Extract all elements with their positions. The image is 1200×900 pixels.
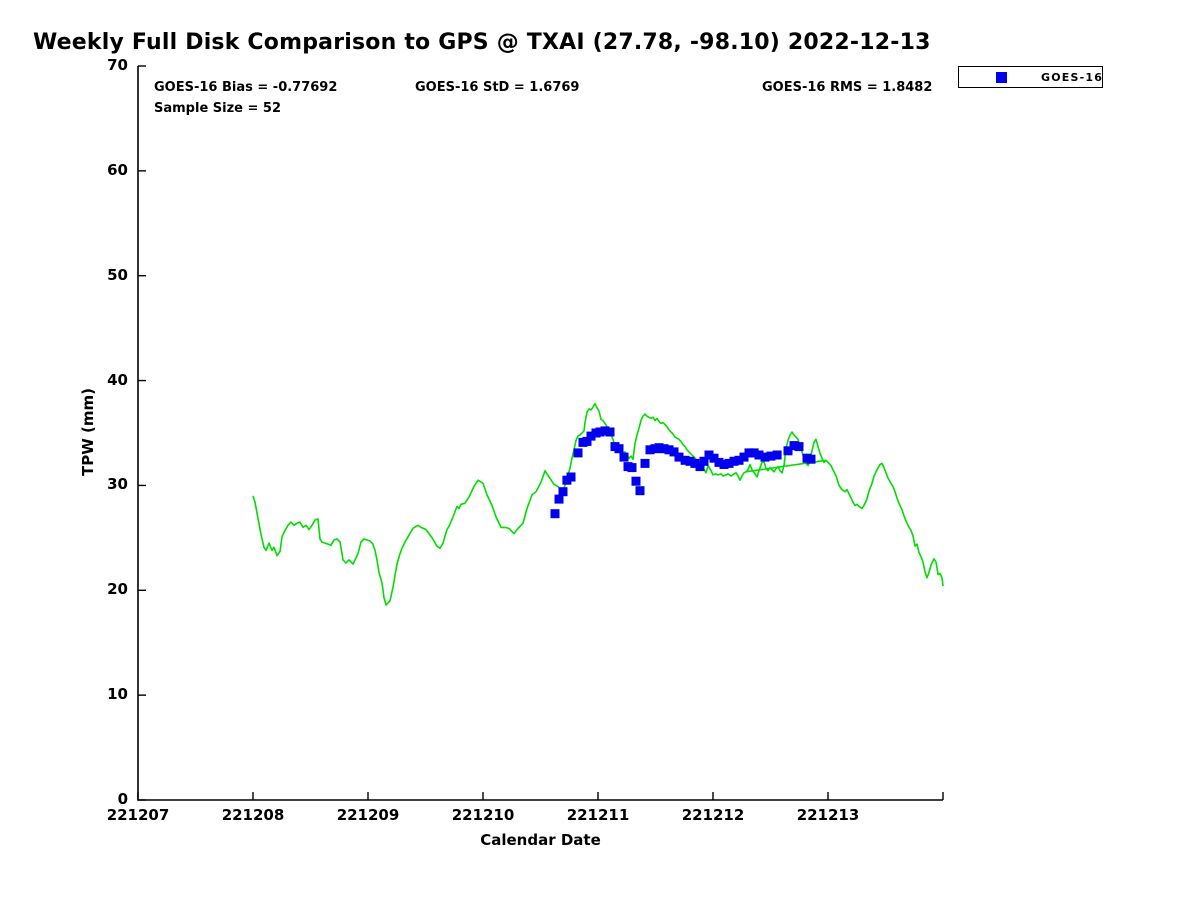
- goes16-markers-point: [714, 457, 724, 467]
- goes16-markers-point: [669, 447, 679, 457]
- x-tick-label: 221209: [336, 806, 400, 824]
- chart-title: Weekly Full Disk Comparison to GPS @ TXA…: [33, 30, 931, 55]
- goes16-markers-point: [573, 448, 583, 458]
- y-tick-label: 60: [107, 160, 128, 179]
- goes16-markers-point: [772, 450, 782, 460]
- goes16-markers-point: [619, 452, 629, 462]
- goes16-markers-point: [558, 487, 568, 497]
- x-tick-label: 221212: [681, 806, 745, 824]
- goes16-markers-point: [640, 458, 650, 468]
- goes16-markers-point: [709, 453, 719, 463]
- goes16-markers-point: [664, 445, 674, 455]
- goes16-markers-point: [749, 448, 759, 458]
- y-tick-label: 30: [107, 475, 128, 494]
- goes16-markers-point: [739, 452, 749, 462]
- goes16-markers-point: [631, 476, 641, 486]
- goes16-markers-point: [719, 460, 729, 469]
- stat-std: GOES-16 StD = 1.6769: [415, 80, 580, 95]
- goes16-markers-point: [635, 486, 645, 496]
- y-tick-label: 40: [107, 370, 128, 389]
- goes16-markers-point: [744, 448, 754, 458]
- goes16-markers-point: [605, 427, 615, 437]
- x-tick-label: 221210: [451, 806, 515, 824]
- goes16-markers-point: [734, 455, 744, 465]
- green-line: [252, 402, 944, 606]
- goes16-markers-point: [659, 444, 669, 454]
- goes16-markers-point: [704, 450, 714, 460]
- goes16-markers-point: [729, 456, 739, 466]
- legend-square-marker-icon: [996, 72, 1007, 83]
- goes16-markers-point: [595, 427, 605, 437]
- y-tick-label: 0: [117, 790, 128, 808]
- x-tick-label: 221207: [106, 806, 170, 824]
- y-tick-label: 50: [107, 265, 128, 284]
- legend-box: GOES-16: [958, 66, 1103, 88]
- x-tick-label: 221211: [566, 806, 630, 824]
- goes16-markers-point: [600, 426, 610, 436]
- goes16-markers-point: [582, 436, 592, 446]
- stat-rms: GOES-16 RMS = 1.8482: [762, 80, 933, 95]
- goes16-markers-point: [654, 443, 664, 453]
- axis-lines: [137, 66, 943, 801]
- x-tick-label: 221208: [221, 806, 285, 824]
- stat-sample-size: Sample Size = 52: [154, 101, 282, 116]
- y-tick-label: 10: [107, 685, 128, 704]
- goes16-markers-point: [754, 450, 764, 460]
- legend-entry-label: GOES-16: [1041, 71, 1104, 84]
- goes16-markers-point: [690, 458, 700, 468]
- goes16-markers-point: [760, 452, 770, 462]
- goes16-markers-point: [724, 458, 734, 468]
- goes16-markers-point: [783, 446, 793, 456]
- goes16-markers-point: [695, 462, 705, 472]
- goes16-markers-point: [794, 442, 804, 452]
- goes16-markers-point: [586, 431, 596, 441]
- goes16-markers-point: [789, 441, 799, 451]
- goes16-markers-point: [554, 494, 564, 504]
- y-axis-title: TPW (mm): [79, 388, 97, 476]
- x-tick-label: 221213: [796, 806, 860, 824]
- goes16-markers-point: [685, 456, 695, 466]
- stat-bias: GOES-16 Bias = -0.77692: [154, 80, 338, 95]
- goes16-markers-point: [699, 456, 709, 466]
- goes16-markers-point: [645, 445, 655, 455]
- y-tick-label: 70: [107, 56, 128, 74]
- goes16-markers-point: [614, 444, 624, 454]
- goes16-markers-point: [766, 451, 776, 461]
- x-axis-title: Calendar Date: [480, 831, 601, 849]
- goes16-markers-point: [550, 509, 560, 519]
- goes16-markers-point: [806, 454, 816, 464]
- goes16-markers-point: [627, 463, 637, 473]
- goes16-markers-point: [566, 472, 576, 482]
- y-tick-label: 20: [107, 580, 128, 599]
- goes16-markers-point: [674, 452, 684, 462]
- goes16-markers-point: [680, 455, 690, 465]
